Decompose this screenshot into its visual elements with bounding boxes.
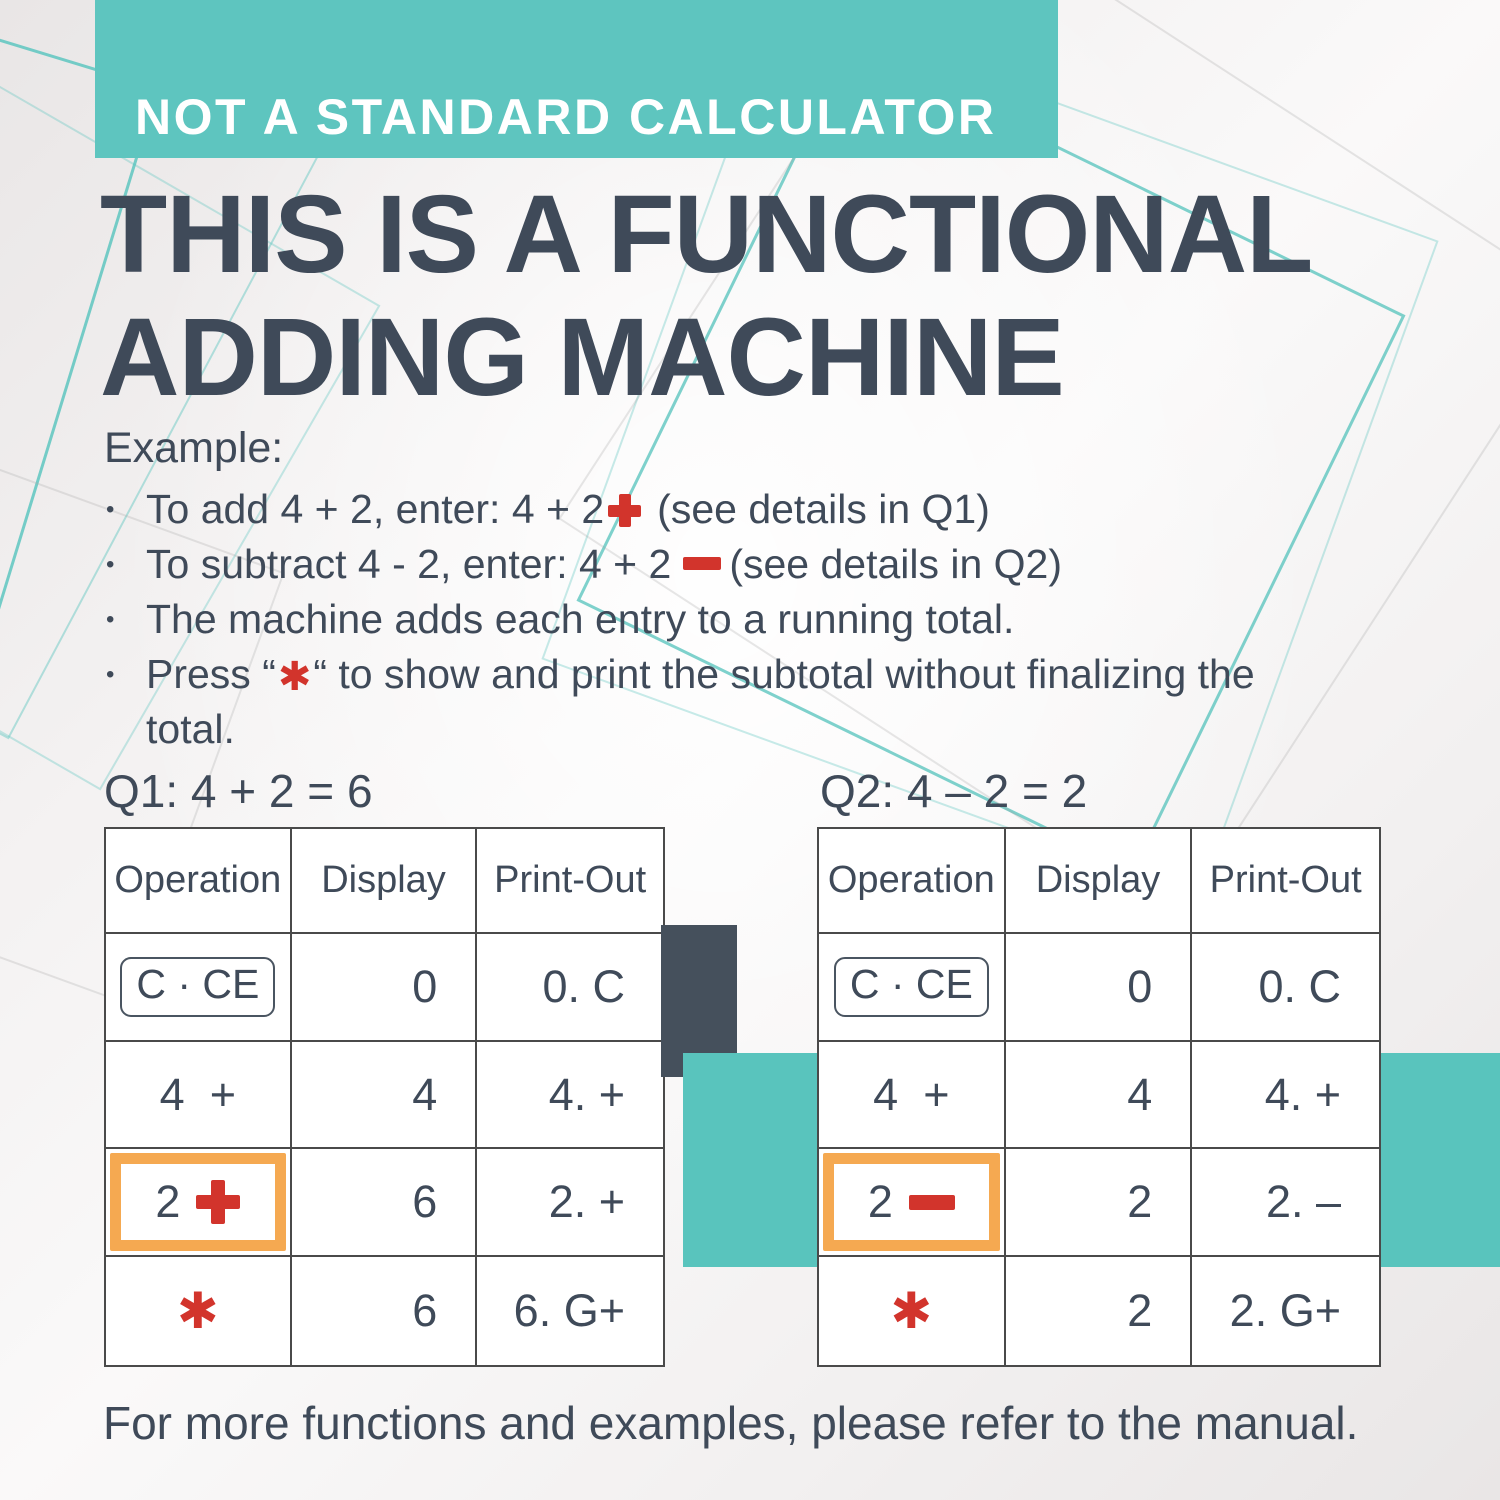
q1-display-cell: 4 (291, 1042, 478, 1149)
q1-op-cell-subtotal: ✱ (106, 1257, 292, 1365)
subtotal-key-icon: ✱ (890, 1282, 933, 1340)
q1-printout-cell: 2. + (477, 1149, 663, 1257)
q2-op-cell-subtotal: ✱ (819, 1257, 1006, 1365)
q1-printout-header: Print-Out (477, 829, 663, 934)
subtotal-key-icon: ✱ (277, 654, 312, 700)
bullet-dot-icon: • (106, 496, 115, 523)
footer-note: For more functions and examples, please … (103, 1397, 1359, 1449)
bullet-text-pre: To subtract 4 - 2, enter: 4 + 2 (146, 541, 672, 587)
q2-printout-cell: 4. + (1192, 1042, 1379, 1149)
q2-display-cell: 2 (1005, 1149, 1193, 1257)
page-title-line-1: THIS IS A FUNCTIONAL (100, 173, 1313, 296)
bullet-dot-icon: • (106, 606, 115, 633)
top-banner: NOT A STANDARD CALCULATOR (95, 0, 1058, 158)
bullet-text-post: “ to show and print the subtotal without… (146, 651, 1255, 752)
bullet-text-pre: Press “ (146, 651, 276, 697)
example-heading: Example: (104, 424, 284, 472)
q1-printout-cell: 4. + (477, 1042, 663, 1149)
q2-caption: Q2: 4 – 2 = 2 (820, 765, 1088, 817)
accent-rect-teal-right (1379, 1053, 1500, 1267)
bullet-text: To add 4 + 2, enter: 4 + 2 (see details i… (146, 482, 1306, 537)
q2-op-cell-4-plus: 4 + (819, 1042, 1006, 1149)
bullet-text: The machine adds each entry to a running… (146, 596, 1015, 642)
bullet-dot-icon: • (106, 661, 115, 688)
highlighted-step-box: 2 (823, 1153, 1000, 1251)
bullet-text-post: (see details in Q1) (657, 486, 990, 532)
page-title-line-2: ADDING MACHINE (100, 296, 1065, 419)
q1-display-header: Display (291, 829, 478, 934)
bullet-text-post: (see details in Q2) (729, 541, 1063, 587)
example-bullet-running-total: • The machine adds each entry to a runni… (106, 592, 1306, 647)
q1-display-cell: 6 (292, 1257, 478, 1365)
q1-table: Operation Display Print-Out C · CE 0 0. … (104, 827, 665, 1367)
q2-printout-header: Print-Out (1192, 829, 1379, 934)
minus-key-icon (683, 557, 722, 570)
q1-display-cell: 0 (291, 934, 478, 1042)
example-bullet-add: • To add 4 + 2, enter: 4 + 2 (see details… (106, 482, 1306, 537)
q2-display-cell: 0 (1005, 934, 1193, 1042)
q1-op-cell-4-plus: 4 + (106, 1042, 292, 1149)
q2-display-cell: 4 (1005, 1042, 1193, 1149)
example-bullet-subtotal: • Press “✱“ to show and print the subtot… (106, 647, 1306, 757)
q1-display-cell: 6 (291, 1149, 478, 1257)
clear-key: C · CE (833, 957, 989, 1017)
accent-rect-dark (661, 925, 737, 1077)
q2-operation-header: Operation (819, 829, 1006, 934)
accent-rect-teal-middle (683, 1053, 817, 1267)
highlighted-step-box: 2 (110, 1153, 286, 1251)
subtotal-key-icon: ✱ (176, 1282, 219, 1340)
minus-key-icon (908, 1194, 955, 1210)
q2-table: Operation Display Print-Out C · CE 0 0. … (817, 827, 1381, 1367)
example-bullet-list: • To add 4 + 2, enter: 4 + 2 (see details… (106, 482, 1306, 757)
q2-printout-cell: 0. C (1192, 934, 1379, 1042)
example-bullet-subtract: • To subtract 4 - 2, enter: 4 + 2 (see de… (106, 537, 1306, 592)
q1-printout-cell: 6. G+ (513, 1285, 625, 1336)
q2-display-cell: 2 (1006, 1257, 1193, 1365)
q2-printout-cell: 2. – (1192, 1149, 1379, 1257)
banner-label: NOT A STANDARD CALCULATOR (135, 89, 997, 145)
bullet-text: Press “✱“ to show and print the subtotal… (146, 647, 1306, 757)
q1-op-cell-clear: C · CE (106, 934, 292, 1042)
bullet-text: To subtract 4 - 2, enter: 4 + 2 (see deta… (146, 537, 1306, 592)
q2-op-cell-clear: C · CE (819, 934, 1006, 1042)
bullet-text-pre: To add 4 + 2, enter: 4 + 2 (146, 486, 605, 532)
q1-caption: Q1: 4 + 2 = 6 (104, 765, 373, 817)
q2-op-cell-2-minus: 2 (819, 1149, 1006, 1257)
bullet-dot-icon: • (106, 551, 115, 578)
q1-printout-cell: 0. C (477, 934, 663, 1042)
q1-operation-header: Operation (106, 829, 292, 934)
q2-display-header: Display (1005, 829, 1193, 934)
plus-key-icon (196, 1180, 241, 1224)
clear-key: C · CE (120, 957, 276, 1017)
q1-op-cell-2-plus: 2 (106, 1149, 292, 1257)
q2-printout-cell: 2. G+ (1229, 1285, 1341, 1336)
plus-key-icon (608, 494, 642, 527)
